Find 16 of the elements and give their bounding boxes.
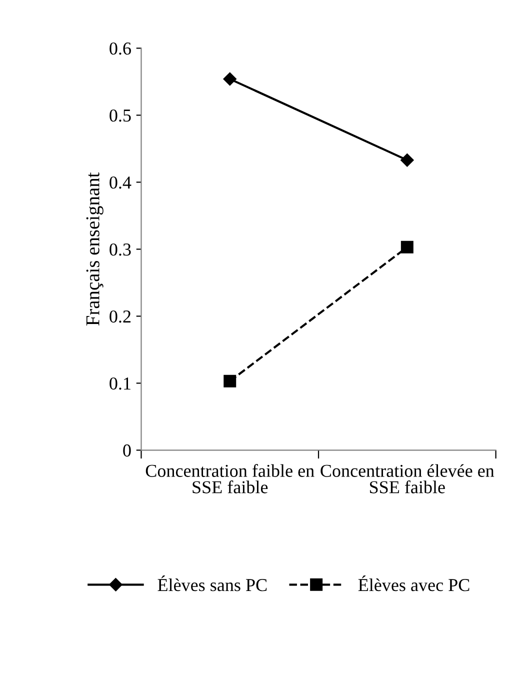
x-tick-label: Concentration élevée en SSE faible <box>320 464 494 494</box>
point <box>224 374 236 388</box>
point <box>400 240 414 254</box>
point <box>400 154 414 167</box>
y-tick-label: 0 <box>123 444 131 457</box>
y-tick-label: 0.2 <box>110 310 131 323</box>
legend-label: Élèves sans PC <box>158 576 267 592</box>
legend-label: Élèves avec PC <box>358 576 470 592</box>
y-tick-label: 0.1 <box>110 377 130 390</box>
y-tick-label: 0.4 <box>110 176 132 189</box>
y-tick-label: 0.6 <box>110 42 131 55</box>
y-tick-label: 0.3 <box>110 243 131 256</box>
point <box>223 72 236 86</box>
x-tick-label: Concentration faible en SSE faible <box>146 464 314 494</box>
y-axis-title: Français enseignant <box>86 172 104 326</box>
y-tick-label: 0.5 <box>110 109 131 122</box>
